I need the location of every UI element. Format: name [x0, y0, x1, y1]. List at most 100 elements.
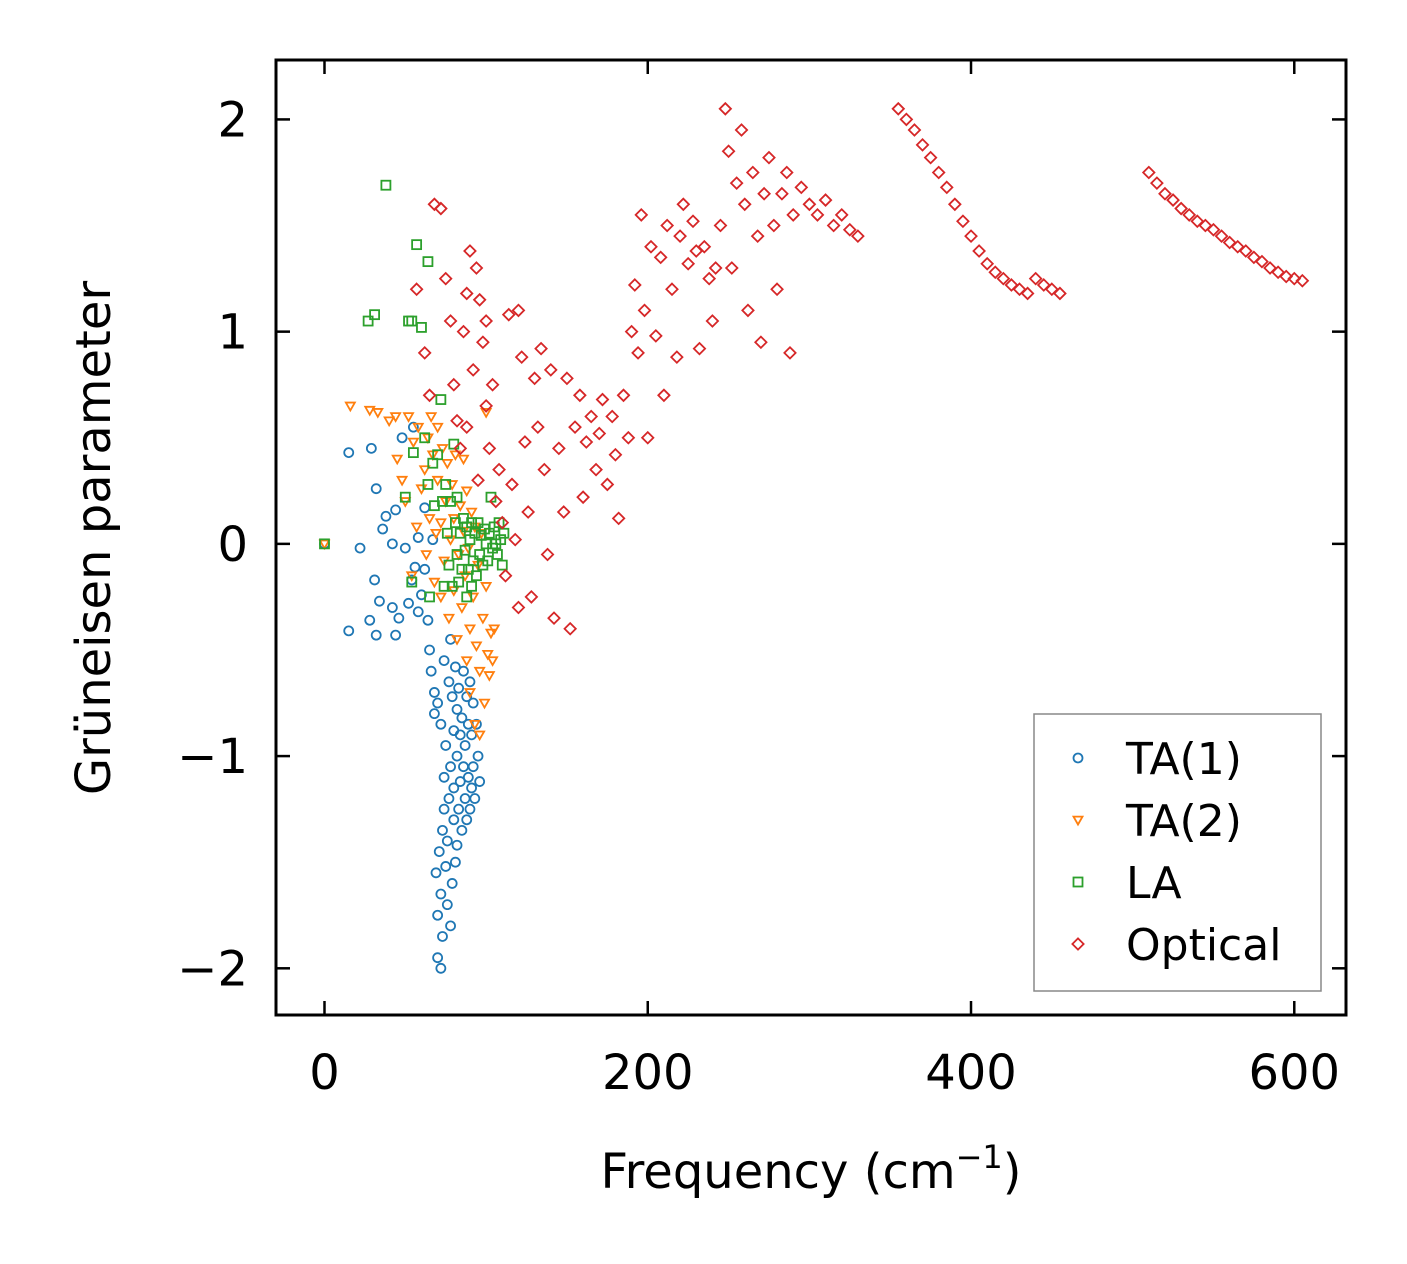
data-point	[407, 437, 420, 449]
data-point	[445, 761, 456, 773]
data-point	[417, 345, 432, 360]
data-point	[484, 628, 498, 640]
data-point	[456, 824, 468, 836]
data-point	[947, 197, 962, 212]
data-point	[584, 409, 599, 424]
legend-label: LA	[1126, 858, 1182, 909]
data-point	[459, 286, 474, 301]
data-point	[511, 303, 526, 318]
data-point	[463, 624, 477, 636]
data-point	[416, 589, 427, 601]
y-tick-label: 1	[217, 305, 248, 361]
data-point	[734, 123, 749, 137]
data-point	[422, 614, 434, 626]
legend-item: Optical	[1071, 920, 1281, 971]
data-point	[423, 514, 436, 525]
data-point	[640, 430, 655, 445]
data-point	[850, 229, 865, 244]
data-point	[456, 324, 471, 339]
data-point	[444, 535, 457, 546]
data-point	[1238, 244, 1253, 258]
data-point	[563, 621, 578, 636]
data-point	[380, 510, 392, 522]
data-point	[1012, 282, 1027, 297]
data-point	[425, 412, 438, 423]
data-point	[907, 123, 922, 137]
data-point	[393, 612, 405, 624]
data-point	[786, 208, 801, 222]
data-point	[718, 101, 733, 116]
data-point	[440, 861, 452, 872]
data-point	[396, 475, 409, 487]
data-point	[412, 532, 424, 543]
data-point	[448, 814, 460, 826]
data-point	[810, 208, 825, 222]
legend-item: TA(2)	[1071, 796, 1242, 847]
data-point	[427, 534, 439, 546]
data-point	[380, 179, 392, 191]
legend-item: LA	[1072, 858, 1182, 909]
x-axis-title-superscript: −1	[956, 1138, 1003, 1176]
data-point	[488, 494, 503, 509]
data-point	[354, 542, 366, 554]
data-point	[783, 345, 797, 360]
data-point	[657, 388, 671, 403]
data-point	[391, 454, 404, 466]
data-point	[534, 341, 548, 356]
data-point	[419, 432, 431, 444]
data-point	[441, 458, 454, 470]
data-point	[374, 595, 385, 607]
data-point	[766, 218, 781, 233]
data-point	[425, 665, 437, 677]
data-point	[405, 571, 418, 583]
data-point	[445, 920, 456, 932]
data-point	[465, 507, 478, 519]
data-point	[437, 496, 448, 507]
data-point	[407, 447, 419, 459]
data-point	[463, 244, 477, 258]
data-point	[753, 335, 768, 350]
data-point	[472, 517, 484, 529]
data-point	[637, 303, 652, 318]
data-point	[530, 420, 545, 435]
data-point	[505, 477, 519, 492]
data-point	[495, 515, 510, 530]
data-point	[479, 399, 494, 413]
data-point	[464, 803, 476, 815]
legend-label: TA(1)	[1125, 734, 1242, 785]
data-point	[467, 761, 479, 773]
data-point	[443, 676, 455, 688]
data-point	[972, 244, 986, 258]
data-point	[383, 416, 396, 428]
data-point	[460, 656, 473, 667]
data-point	[438, 271, 453, 286]
data-point	[435, 962, 447, 974]
y-axis-title: Grüneisen parameter	[66, 281, 122, 796]
data-point	[1222, 235, 1237, 250]
data-point	[592, 426, 607, 441]
data-point	[1230, 239, 1245, 254]
data-point	[436, 444, 449, 455]
data-point	[702, 271, 717, 286]
x-tick-label: 600	[1248, 1045, 1340, 1101]
data-point	[343, 447, 355, 459]
data-point	[501, 307, 516, 322]
legend-marker	[1071, 815, 1085, 827]
data-point	[634, 208, 649, 222]
x-tick-label: 0	[309, 1045, 340, 1101]
data-point	[468, 719, 481, 731]
data-point	[369, 309, 380, 321]
data-point	[1158, 186, 1172, 201]
y-tick-label: 2	[217, 92, 248, 148]
data-point	[1044, 282, 1059, 297]
data-point	[446, 878, 458, 889]
data-point	[495, 534, 507, 546]
data-point	[964, 229, 978, 244]
data-point	[551, 441, 566, 456]
data-point	[450, 856, 461, 868]
data-point	[453, 803, 465, 815]
data-point	[464, 676, 476, 688]
data-point	[757, 186, 772, 201]
series-layer	[318, 101, 1310, 974]
data-point	[481, 649, 494, 661]
